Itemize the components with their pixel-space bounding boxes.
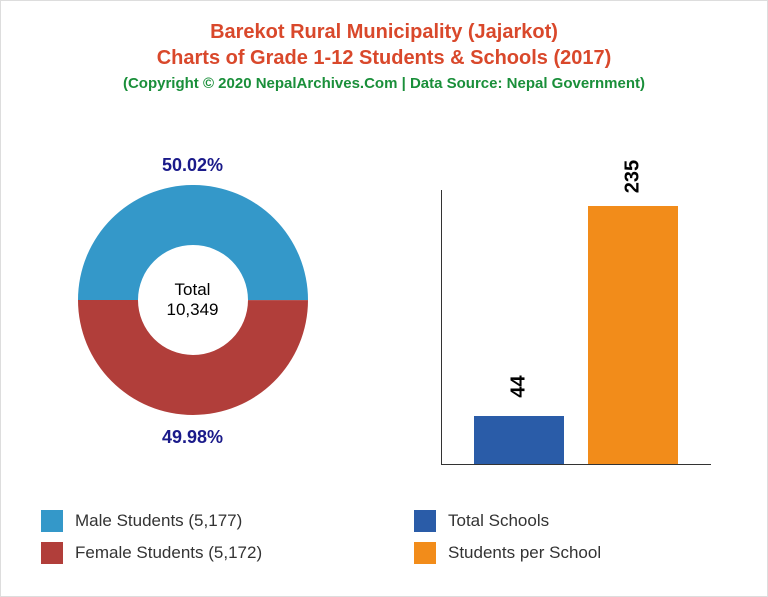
subtitle: (Copyright © 2020 NepalArchives.Com | Da… <box>11 75 757 92</box>
legend-right: Total Schools Students per School <box>384 510 757 574</box>
donut-chart-panel: 50.02% Total 10,349 49.98% <box>1 110 384 490</box>
title-line-2: Charts of Grade 1-12 Students & Schools … <box>11 45 757 71</box>
chart-header: Barekot Rural Municipality (Jajarkot) Ch… <box>1 1 767 100</box>
legend-left: Male Students (5,177) Female Students (5,… <box>11 510 384 574</box>
bar-chart-panel: 44 235 <box>384 110 767 490</box>
legend-item: Male Students (5,177) <box>41 510 384 532</box>
legend-swatch <box>41 510 63 532</box>
bar: 44 <box>474 416 564 464</box>
charts-area: 50.02% Total 10,349 49.98% 44 235 <box>1 110 767 490</box>
legends-row: Male Students (5,177) Female Students (5,… <box>1 490 767 574</box>
donut-center-label: Total 10,349 <box>167 280 219 320</box>
bar: 235 <box>588 206 678 465</box>
bar-chart: 44 235 <box>441 190 711 465</box>
donut-bottom-pct: 49.98% <box>162 427 223 448</box>
donut-top-pct: 50.02% <box>162 155 223 176</box>
legend-swatch <box>41 542 63 564</box>
legend-item: Students per School <box>414 542 757 564</box>
legend-swatch <box>414 542 436 564</box>
donut-center-line2: 10,349 <box>167 300 219 320</box>
title-line-1: Barekot Rural Municipality (Jajarkot) <box>11 19 757 45</box>
legend-text: Students per School <box>448 543 601 563</box>
bar-value-label: 44 <box>507 375 530 397</box>
legend-text: Total Schools <box>448 511 549 531</box>
donut-chart: 50.02% Total 10,349 49.98% <box>78 185 308 415</box>
bar-value-label: 235 <box>622 159 645 192</box>
legend-item: Female Students (5,172) <box>41 542 384 564</box>
legend-text: Female Students (5,172) <box>75 543 262 563</box>
donut-center-line1: Total <box>167 280 219 300</box>
legend-swatch <box>414 510 436 532</box>
legend-text: Male Students (5,177) <box>75 511 242 531</box>
legend-item: Total Schools <box>414 510 757 532</box>
